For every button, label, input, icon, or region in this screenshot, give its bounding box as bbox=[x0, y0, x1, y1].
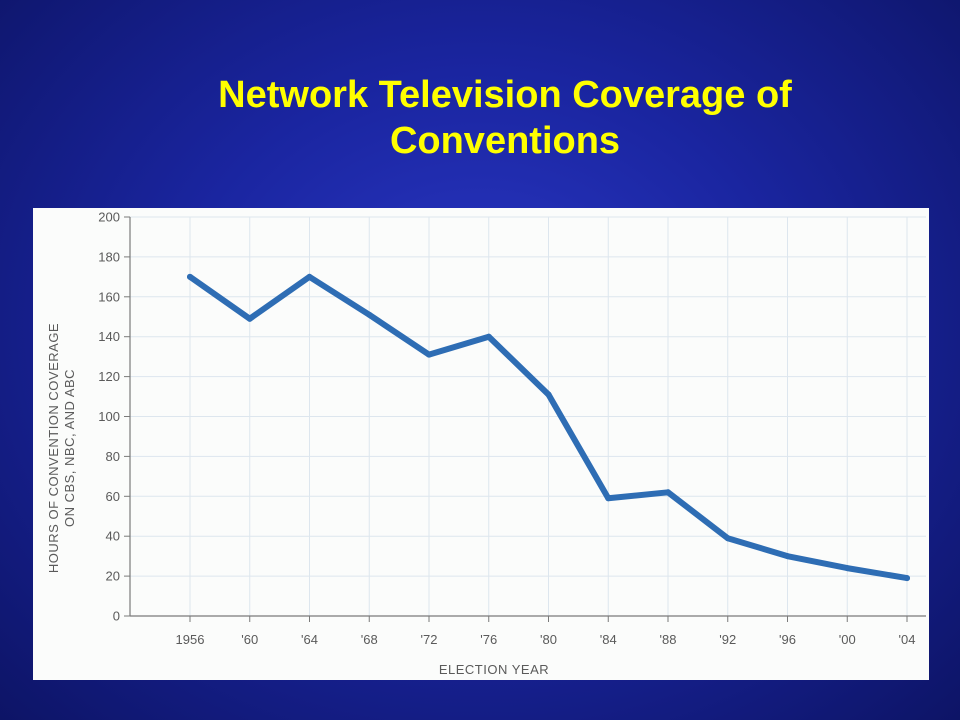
x-tick-label: '64 bbox=[301, 632, 318, 647]
x-tick-label: '76 bbox=[480, 632, 497, 647]
chart-panel: 0 20 40 60 80 100 120 140 160 180 200 1956 '60 '64 '68… bbox=[33, 208, 929, 680]
x-tick-label: '96 bbox=[779, 632, 796, 647]
y-tick-label: 120 bbox=[98, 369, 120, 384]
x-tick-label: '04 bbox=[899, 632, 916, 647]
data-point bbox=[246, 315, 253, 322]
slide-title-line2: Conventions bbox=[389, 120, 621, 162]
series bbox=[187, 273, 910, 582]
grid bbox=[130, 216, 926, 617]
data-point bbox=[784, 553, 791, 560]
line-chart: 0 20 40 60 80 100 120 140 160 180 200 1956 '60 '64 '68… bbox=[46, 210, 926, 677]
data-point bbox=[187, 273, 193, 280]
y-tick-label: 140 bbox=[98, 329, 120, 344]
data-point bbox=[724, 535, 731, 542]
data-point bbox=[366, 311, 373, 318]
data-point bbox=[904, 575, 910, 582]
slide-title-line1: Network Television Coverage of bbox=[218, 74, 792, 116]
y-tick-label: 20 bbox=[106, 569, 120, 584]
y-axis-title-line2: ON CBS, NBC, AND ABC bbox=[62, 369, 77, 527]
data-point bbox=[306, 273, 313, 280]
y-tick-label: 180 bbox=[98, 249, 120, 264]
x-tick-label: '00 bbox=[839, 632, 856, 647]
x-tick-label: '80 bbox=[540, 632, 557, 647]
x-tick-label: '92 bbox=[719, 632, 736, 647]
y-tick-label: 80 bbox=[106, 449, 120, 464]
x-tick-label: '68 bbox=[361, 632, 378, 647]
x-tick-label: '60 bbox=[241, 632, 258, 647]
y-tick-label: 0 bbox=[113, 609, 120, 624]
y-tick-label: 200 bbox=[98, 210, 120, 225]
x-tick-label: 1956 bbox=[176, 632, 205, 647]
x-tick-label: '84 bbox=[600, 632, 617, 647]
data-point bbox=[844, 565, 851, 572]
y-tick-label: 100 bbox=[98, 409, 120, 424]
x-tick-label: '88 bbox=[660, 632, 677, 647]
data-point bbox=[605, 495, 612, 502]
axes: 0 20 40 60 80 100 120 140 160 180 200 1956 '60 '64 '68… bbox=[98, 210, 926, 647]
slide-title: Network Television Coverage of Conventio… bbox=[0, 72, 960, 164]
data-point bbox=[426, 351, 432, 358]
x-tick-label: '72 bbox=[421, 632, 438, 647]
y-tick-label: 40 bbox=[106, 529, 120, 544]
data-point bbox=[485, 333, 492, 340]
y-axis-title-line1: HOURS OF CONVENTION COVERAGE bbox=[46, 323, 61, 573]
data-point bbox=[545, 391, 552, 398]
y-tick-label: 60 bbox=[106, 489, 120, 504]
x-axis-title: ELECTION YEAR bbox=[439, 662, 549, 677]
data-point bbox=[665, 489, 671, 496]
y-tick-label: 160 bbox=[98, 289, 120, 304]
